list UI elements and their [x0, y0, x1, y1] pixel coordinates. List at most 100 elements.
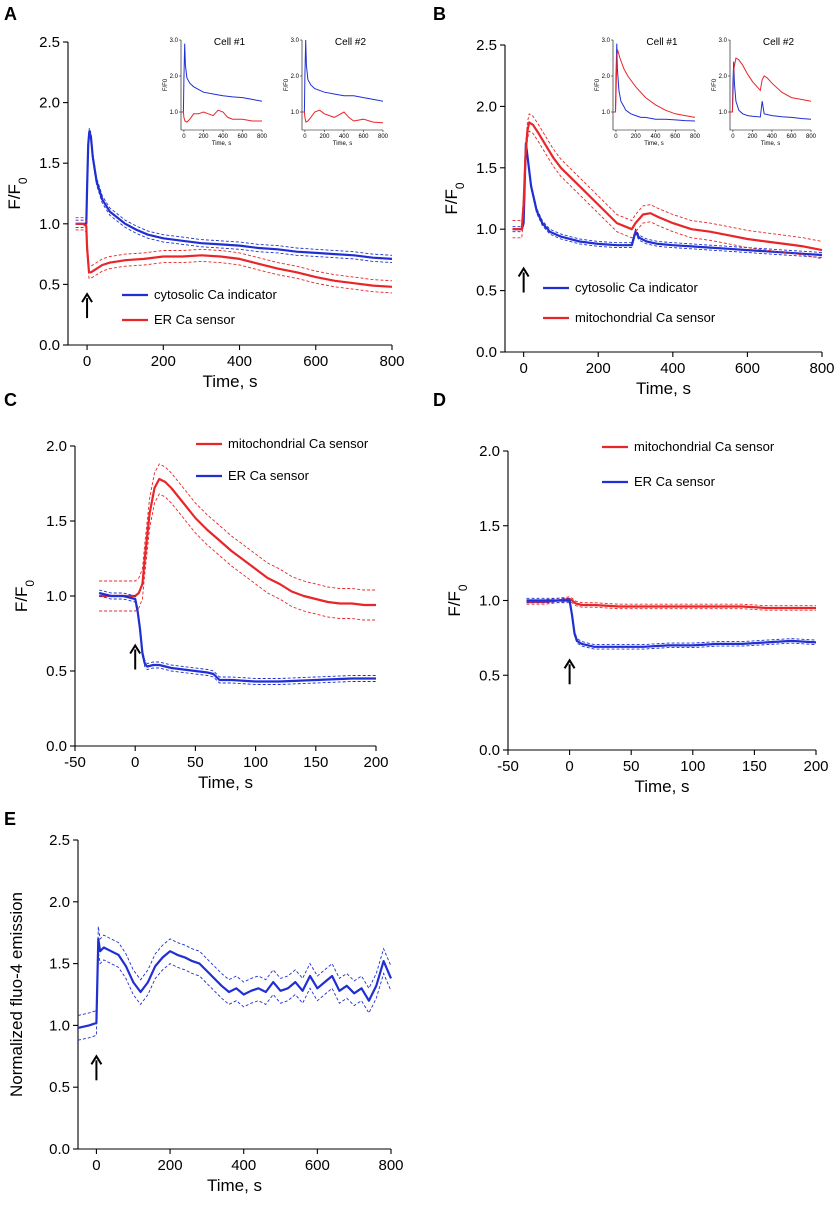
y-tick-label: 1.0 — [479, 593, 500, 610]
inset-y-axis-label: F/F0 — [163, 78, 169, 91]
legend-entry: mitochondrial Ca sensor — [602, 439, 775, 454]
legend-entry: cytosolic Ca indicator — [122, 287, 277, 302]
series-sem-lower — [526, 602, 817, 650]
inset-x-tick-label: 400 — [218, 134, 229, 140]
series-mean-line — [526, 599, 817, 648]
inset-x-tick-label: 200 — [319, 134, 330, 140]
y-axis-label: F/F0 — [5, 177, 30, 210]
y-tick-label: 0.0 — [39, 337, 60, 354]
inset-series-line-blue — [181, 43, 263, 113]
y-tick-label: 2.5 — [49, 832, 70, 849]
legend-entry: ER Ca sensor — [122, 312, 236, 327]
y-tick-label: 2.0 — [49, 894, 70, 911]
legend-label: ER Ca sensor — [634, 474, 716, 489]
y-tick-label: 0.0 — [476, 344, 497, 361]
stimulus-arrow-icon — [517, 266, 530, 293]
panel-label: C — [4, 390, 17, 410]
inset-x-tick-label: 800 — [257, 134, 268, 140]
panel-label: B — [433, 4, 446, 24]
inset-2: 0 200 400 600 800 1.0 2.0 3.0 Cell #2 Time, s F/F0 — [284, 37, 389, 147]
series-sem-lower — [75, 135, 393, 264]
series-mean-line — [512, 121, 823, 252]
inset-y-tick-label: 3.0 — [719, 38, 728, 44]
x-tick-label: 0 — [131, 754, 139, 771]
inset-x-tick-label: 0 — [731, 134, 735, 140]
inset-y-tick-label: 1.0 — [602, 110, 611, 116]
inset-x-tick-label: 400 — [339, 134, 350, 140]
panel-label: A — [4, 4, 17, 24]
series-mean-line — [512, 142, 823, 257]
series-sem-lower — [526, 600, 816, 611]
y-tick-label: 2.0 — [46, 438, 67, 455]
inset-axes — [301, 40, 383, 131]
inset-title: Cell #1 — [646, 37, 678, 48]
series-1 — [512, 140, 823, 258]
legend-label: mitochondrial Ca sensor — [634, 439, 775, 454]
series-sem-upper — [75, 127, 393, 256]
series-1 — [77, 926, 393, 1041]
inset-x-tick-label: 0 — [303, 134, 307, 140]
x-tick-label: 600 — [303, 353, 328, 370]
inset-x-tick-label: 200 — [198, 134, 209, 140]
y-tick-label: 2.5 — [39, 34, 60, 51]
x-tick-label: 200 — [803, 758, 828, 775]
x-tick-label: 0 — [83, 353, 91, 370]
inset-y-tick-label: 2.0 — [170, 74, 179, 80]
y-tick-label: 0.5 — [46, 663, 67, 680]
x-axis-label: Time, s — [198, 773, 253, 792]
y-axis-label: Normalized fluo-4 emission — [7, 892, 26, 1097]
inset-y-axis-label: F/F0 — [712, 78, 718, 91]
x-tick-label: 400 — [227, 353, 252, 370]
series-sem-upper — [512, 113, 823, 242]
y-tick-label: 1.5 — [39, 155, 60, 172]
x-tick-label: 0 — [565, 758, 573, 775]
inset-axes — [612, 40, 695, 131]
legend-entry: mitochondrial Ca sensor — [543, 310, 716, 325]
x-tick-label: 50 — [187, 754, 204, 771]
inset-y-tick-label: 2.0 — [602, 74, 611, 80]
panel-a: A 0 200 400 600 800 0.0 0.5 1.0 1.5 2.0 2.5 Time, s F… — [4, 4, 405, 391]
x-axis-label: Time, s — [202, 372, 257, 391]
inset-y-tick-label: 3.0 — [170, 38, 179, 44]
x-tick-label: 800 — [809, 360, 834, 377]
y-tick-label: 2.0 — [479, 443, 500, 460]
legend-label: cytosolic Ca indicator — [154, 287, 277, 302]
x-tick-label: 600 — [735, 360, 760, 377]
x-tick-label: 100 — [680, 758, 705, 775]
inset-1: 0 200 400 600 800 1.0 2.0 3.0 Cell #1 Time, s F/F0 — [595, 37, 701, 147]
y-tick-label: 1.5 — [46, 513, 67, 530]
inset-x-tick-label: 200 — [631, 134, 642, 140]
inset-x-tick-label: 0 — [182, 134, 186, 140]
inset-axes — [180, 40, 262, 131]
x-tick-label: 600 — [305, 1157, 330, 1174]
panel-b: B 0 200 400 600 800 0.0 0.5 1.0 1.5 2.0 2.5 Time, s F… — [433, 4, 835, 398]
x-tick-label: 50 — [623, 758, 640, 775]
legend-entry: mitochondrial Ca sensor — [196, 436, 369, 451]
inset-y-axis-label: F/F0 — [595, 78, 601, 91]
series-mean-line — [75, 222, 393, 288]
x-tick-label: -50 — [497, 758, 519, 775]
inset-series-line-blue — [613, 43, 696, 122]
inset-1: 0 200 400 600 800 1.0 2.0 3.0 Cell #1 Time, s F/F0 — [163, 37, 268, 147]
x-tick-label: 150 — [303, 754, 328, 771]
inset-title: Cell #1 — [214, 37, 246, 48]
series-sem-upper — [77, 926, 392, 1016]
series-1 — [75, 127, 393, 264]
inset-series-line-blue — [730, 61, 812, 120]
x-tick-label: 150 — [742, 758, 767, 775]
x-axis-label: Time, s — [636, 379, 691, 398]
y-tick-label: 1.0 — [46, 588, 67, 605]
legend-entry: ER Ca sensor — [196, 468, 310, 483]
inset-series-line-red — [302, 109, 384, 124]
inset-x-tick-label: 0 — [614, 134, 618, 140]
inset-y-tick-label: 3.0 — [291, 38, 300, 44]
series-mean-line — [98, 591, 376, 683]
inset-y-axis-label: F/F0 — [284, 78, 290, 91]
y-tick-label: 2.0 — [476, 98, 497, 115]
y-tick-label: 0.0 — [46, 738, 67, 755]
inset-x-tick-label: 800 — [806, 134, 817, 140]
inset-y-tick-label: 1.0 — [719, 110, 728, 116]
legend-entry: ER Ca sensor — [602, 474, 716, 489]
y-tick-label: 1.0 — [476, 221, 497, 238]
y-tick-label: 1.0 — [39, 216, 60, 233]
